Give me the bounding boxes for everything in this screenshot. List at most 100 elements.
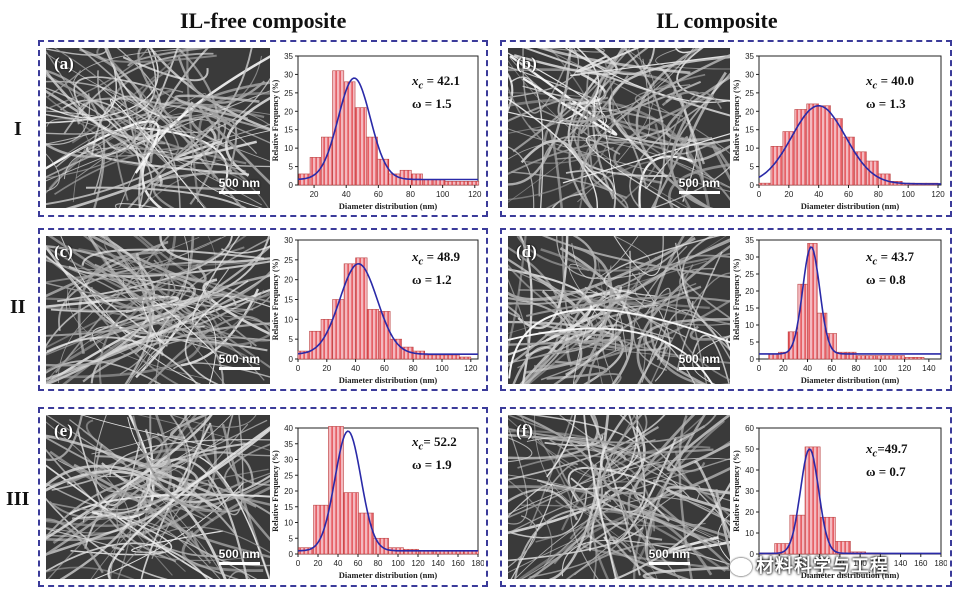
x-axis-label: Diameter distribution (nm) [339, 570, 438, 580]
histogram-bar [884, 355, 896, 360]
x-tick-label: 140 [922, 364, 936, 373]
column-title-il: IL composite [656, 8, 778, 33]
x-tick-label: 60 [827, 364, 836, 373]
stats-f: xc=49.7 ω = 0.7 [866, 441, 908, 479]
histogram-bar [412, 350, 426, 360]
scale-bar: 500 nm [218, 176, 260, 194]
omega-value: 1.3 [889, 95, 906, 111]
x-tick-label: 60 [844, 190, 853, 199]
histogram-b: 0 20 40 60 80 100 120 0 5 10 15 20 25 30 35 Diameter di… [731, 48, 947, 213]
row-label-iii: III [6, 488, 30, 510]
y-tick-label: 10 [745, 144, 754, 153]
panel-frame-e [38, 407, 488, 587]
x-tick-label: 40 [342, 190, 351, 199]
x-tick-label: 120 [468, 190, 482, 199]
histogram-e: 0 20 40 60 80 100 120 140 160 180 0 5 10 15 20 25 30 35 40… [270, 420, 484, 582]
x-tick-label: 60 [354, 559, 363, 568]
y-tick-label: 0 [750, 181, 755, 190]
x-tick-label: 20 [779, 364, 788, 373]
histogram-bar [758, 182, 772, 186]
panel-frame-c [38, 228, 488, 391]
panel-frame-a [38, 40, 488, 217]
x-tick-label: 40 [814, 190, 823, 199]
x-tick-label: 100 [874, 364, 888, 373]
y-tick-label: 20 [745, 107, 754, 116]
y-tick-label: 5 [289, 534, 294, 543]
y-tick-label: 5 [289, 335, 294, 344]
fit-curve [759, 246, 941, 355]
sem-image-f: (f) 500 nm [508, 415, 730, 579]
histogram-bar [343, 492, 359, 555]
x-axis-label: Diameter distribution (nm) [801, 570, 900, 580]
y-tick-label: 20 [284, 107, 293, 116]
x-tick-label: 100 [436, 190, 450, 199]
x-tick-label: 80 [852, 364, 861, 373]
panel-letter: (d) [516, 242, 537, 261]
y-tick-label: 35 [284, 440, 293, 449]
x-tick-label: 180 [471, 559, 484, 568]
sem-image-a: (a) 500 nm [46, 48, 270, 208]
fit-curve [297, 262, 478, 355]
y-tick-label: 5 [750, 163, 755, 172]
x-tick-label: 60 [380, 364, 389, 373]
histogram-bar [332, 70, 345, 186]
x-tick-label: 40 [334, 559, 343, 568]
histogram-bar [366, 309, 379, 360]
x-tick-label: 80 [874, 190, 883, 199]
histogram-bar [354, 107, 367, 186]
y-axis-label: Relative Frequency (%) [271, 450, 280, 532]
histogram-bar [914, 357, 925, 360]
x-tick-label: 80 [409, 364, 418, 373]
y-tick-label: 50 [745, 445, 754, 454]
y-tick-label: 15 [745, 126, 754, 135]
histogram-bar [435, 354, 449, 360]
stats-e: xc= 52.2 ω = 1.9 [412, 434, 457, 472]
x-axis-label: Diameter distribution (nm) [801, 201, 900, 211]
y-tick-label: 25 [284, 89, 293, 98]
x-tick-label: 0 [757, 190, 762, 199]
x-tick-label: 0 [757, 559, 762, 568]
histogram-bar [355, 257, 368, 360]
y-tick-label: 30 [284, 70, 293, 79]
fit-curve [297, 430, 478, 552]
xc-value: 52.2 [433, 434, 457, 449]
x-axis-label: Diameter distribution (nm) [801, 375, 900, 385]
x-tick-label: 100 [391, 559, 405, 568]
histogram-bar [403, 548, 419, 555]
scale-bar: 500 nm [678, 352, 720, 370]
sem-image-b: (b) 500 nm [508, 48, 730, 208]
histogram-d: 0 20 40 60 80 100 120 140 0 5 10 15 20 25 30 35 Diameter… [731, 232, 947, 387]
histogram-bar [806, 103, 819, 186]
x-tick-label: 120 [411, 559, 425, 568]
histogram-bar [787, 331, 799, 360]
histogram-bar [782, 131, 796, 186]
sem-image-c: (c) 500 nm [46, 236, 270, 384]
y-tick-label: 30 [745, 253, 754, 262]
x-tick-label: 60 [815, 559, 824, 568]
fit-curve [758, 105, 941, 185]
panel-letter: (f) [516, 421, 533, 440]
x-tick-label: 20 [775, 559, 784, 568]
y-tick-label: 20 [284, 276, 293, 285]
y-tick-label: 0 [750, 355, 755, 364]
omega-value: 0.7 [889, 463, 906, 479]
y-tick-label: 15 [284, 126, 293, 135]
histogram-bar [366, 136, 378, 186]
histogram-bar [358, 512, 374, 555]
scale-bar: 500 nm [218, 352, 260, 370]
x-tick-label: 60 [374, 190, 383, 199]
y-axis-label: Relative Frequency (%) [732, 258, 741, 340]
y-tick-label: 35 [745, 236, 754, 245]
xc-value: 42.1 [437, 73, 460, 88]
x-tick-label: 120 [464, 364, 478, 373]
x-axis-label: Diameter distribution (nm) [339, 375, 438, 385]
histogram-bar [377, 158, 390, 186]
column-title-il-free: IL-free composite [180, 8, 347, 33]
histogram-bar [309, 157, 322, 186]
sem-image-e: (e) 500 nm [46, 415, 270, 579]
histogram-bar [818, 105, 831, 186]
y-tick-label: 35 [745, 52, 754, 61]
x-tick-label: 0 [757, 364, 762, 373]
histogram-bar [447, 354, 460, 360]
x-tick-label: 100 [902, 190, 916, 199]
